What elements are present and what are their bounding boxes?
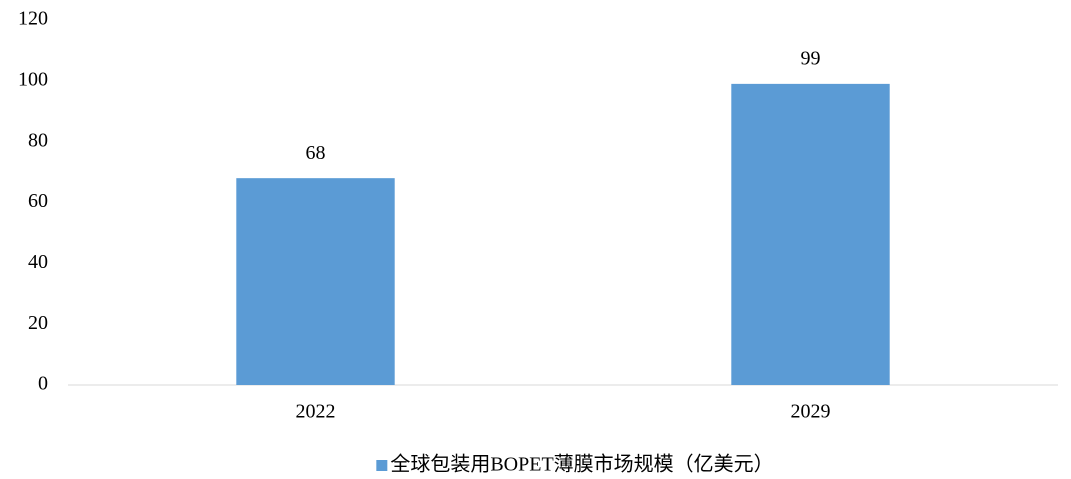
- data-label: 99: [801, 47, 821, 69]
- y-tick-label: 40: [28, 251, 48, 273]
- x-tick-label: 2022: [296, 401, 336, 423]
- y-tick-label: 0: [38, 373, 48, 395]
- legend-label: 全球包装用BOPET薄膜市场规模（亿美元）: [390, 453, 773, 476]
- y-tick-label: 100: [18, 68, 48, 90]
- y-tick-label: 120: [18, 8, 48, 30]
- bar: [731, 83, 890, 385]
- y-tick-label: 80: [28, 129, 48, 151]
- y-tick-label: 20: [28, 312, 48, 334]
- x-tick-label: 2029: [791, 401, 831, 423]
- bar: [236, 178, 395, 385]
- y-tick-label: 60: [28, 190, 48, 212]
- data-label: 68: [306, 142, 326, 164]
- legend-swatch: [376, 460, 388, 471]
